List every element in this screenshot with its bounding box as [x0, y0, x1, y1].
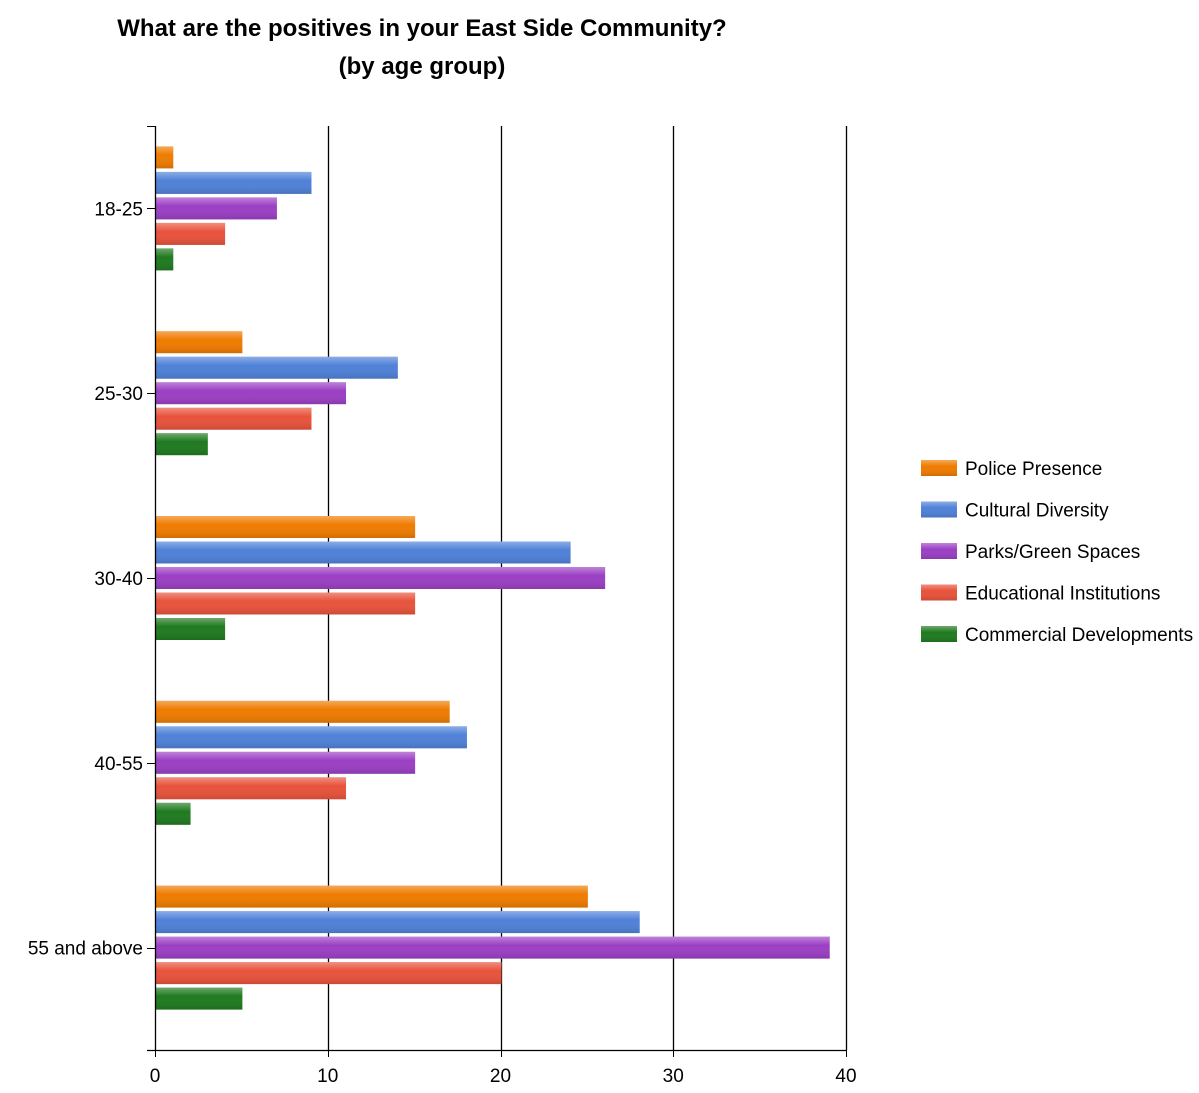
- bar-shading: [156, 700, 450, 723]
- bar-shading: [156, 885, 588, 908]
- legend-swatch-shading: [921, 584, 957, 601]
- bar-shading: [156, 936, 830, 959]
- legend-swatch-shading: [921, 543, 957, 559]
- x-tick-label: 30: [663, 1066, 684, 1087]
- bar-shading: [156, 541, 571, 564]
- legend-label: Police Presence: [965, 459, 1102, 480]
- bar-shading: [156, 433, 208, 456]
- bar-shading: [156, 146, 174, 169]
- chart-subtitle: (by age group): [339, 53, 506, 80]
- category-label: 25-30: [94, 384, 143, 405]
- legend-label: Commercial Developments: [965, 625, 1193, 646]
- category-label: 55 and above: [28, 939, 143, 960]
- category-label: 18-25: [94, 199, 143, 220]
- bar-shading: [156, 567, 606, 589]
- x-tick-label: 10: [317, 1066, 338, 1087]
- bar-shading: [156, 987, 243, 1010]
- bar-shading: [156, 248, 174, 271]
- axes: 0 10 20 30 40 18-25 25-30 30-40 40-55 55 and abov…: [28, 126, 857, 1087]
- category-label: 40-55: [94, 754, 143, 775]
- bar-shading: [156, 962, 502, 985]
- chart-title: What are the positives in your East Side…: [117, 15, 726, 42]
- bar-shading: [156, 911, 640, 934]
- bar-shading: [156, 171, 312, 194]
- bar-shading: [156, 592, 416, 615]
- bar-shading: [156, 726, 467, 749]
- bar-shading: [156, 331, 243, 354]
- bar-shading: [156, 382, 347, 405]
- legend-label: Cultural Diversity: [965, 501, 1109, 522]
- legend-swatch-shading: [921, 626, 957, 642]
- category-label: 30-40: [94, 569, 143, 590]
- legend-label: Parks/Green Spaces: [965, 542, 1140, 563]
- bar-shading: [156, 751, 416, 774]
- bar-shading: [156, 197, 277, 220]
- bar-shading: [156, 516, 416, 538]
- bar-shading: [156, 802, 191, 825]
- legend-label: Educational Institutions: [965, 584, 1160, 605]
- bar-shading: [156, 777, 347, 800]
- x-tick-label: 40: [835, 1066, 856, 1087]
- legend: Police Presence Cultural Diversity Parks/G…: [921, 459, 1193, 646]
- x-tick-label: 0: [150, 1066, 161, 1087]
- legend-swatch-shading: [921, 501, 957, 518]
- x-tick-label: 20: [490, 1066, 511, 1087]
- legend-swatch-shading: [921, 460, 957, 476]
- bar-shading: [156, 356, 398, 379]
- bars: [156, 146, 830, 1010]
- bar-shading: [156, 222, 226, 245]
- bar-shading: [156, 407, 312, 430]
- bar-shading: [156, 618, 226, 640]
